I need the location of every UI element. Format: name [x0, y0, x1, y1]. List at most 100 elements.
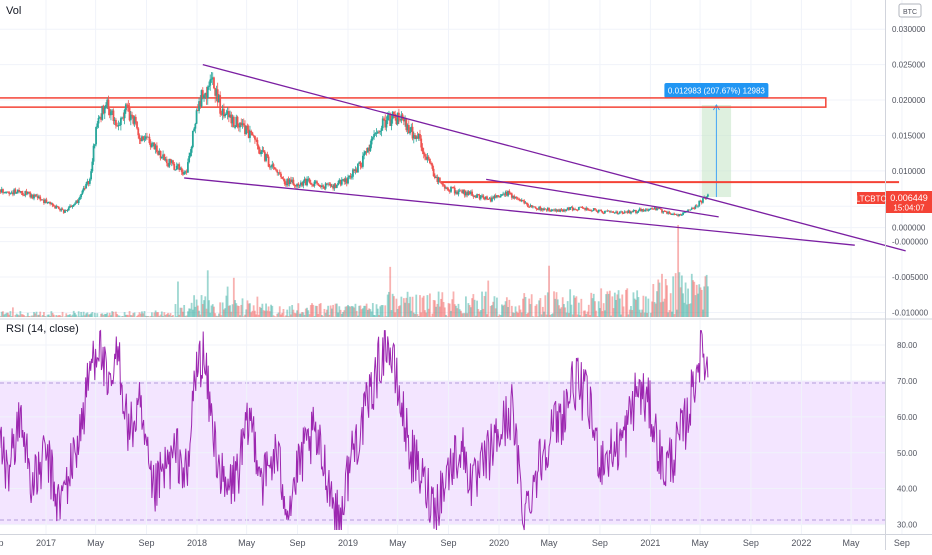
candle-body: [372, 137, 374, 139]
candle-body: [602, 211, 604, 213]
time-tick-label: May: [692, 538, 710, 548]
candle-body: [208, 86, 210, 87]
candle-body: [310, 183, 312, 185]
volume-bar: [372, 303, 374, 317]
price-tick-label: 0.030000: [892, 25, 926, 34]
candle-body: [124, 110, 126, 118]
price-tick-label: 0.015000: [892, 131, 926, 140]
currency-badge[interactable]: BTC: [899, 4, 921, 17]
candle-body: [386, 120, 388, 127]
candle-body: [243, 123, 245, 125]
candle-body: [275, 169, 277, 170]
candle-body: [458, 191, 460, 194]
candle-body: [144, 139, 146, 140]
candle-body: [362, 156, 364, 167]
candle-body: [316, 181, 318, 183]
rsi-tick-label: 80.00: [897, 341, 918, 350]
candle-body: [501, 194, 503, 195]
candle-body: [98, 118, 100, 124]
candle-body: [192, 131, 194, 147]
price-tick-label: 0.000000: [892, 224, 926, 233]
candle-body: [68, 208, 70, 211]
candle-body: [391, 119, 393, 126]
candle-body: [428, 157, 430, 159]
candle-body: [73, 205, 75, 206]
price-axis[interactable]: 0.0300000.0250000.0200000.0150000.010000…: [892, 25, 929, 317]
time-tick-label: 2020: [489, 538, 509, 548]
candle-body: [383, 118, 385, 120]
candle-body: [360, 162, 362, 166]
candle-body: [636, 212, 638, 213]
candle-body: [131, 115, 133, 116]
candle-body: [91, 162, 93, 172]
candle-body: [690, 209, 692, 210]
candle-body: [526, 203, 528, 204]
candle-body: [58, 207, 60, 209]
price-tick-label: 0.020000: [892, 96, 926, 105]
candle-body: [638, 211, 640, 212]
candle-body: [347, 177, 349, 183]
candle-body: [317, 183, 319, 184]
candle-body: [89, 179, 91, 184]
candle-body: [448, 189, 450, 191]
candle-body: [707, 195, 709, 197]
candle-body: [480, 197, 482, 199]
candle-body: [387, 115, 389, 120]
volume-bar: [474, 300, 476, 317]
time-tick-label: May: [87, 538, 105, 548]
candle-body: [528, 207, 530, 208]
candle-body: [292, 180, 294, 185]
candle-body: [203, 95, 205, 97]
volume-bar: [219, 302, 221, 317]
rsi-tick-label: 70.00: [897, 377, 918, 386]
volume-bar: [595, 311, 597, 317]
candle-body: [369, 144, 371, 150]
volume-bar: [609, 291, 611, 317]
candle-body: [175, 170, 177, 171]
candle-body: [537, 209, 539, 210]
volume-bar: [177, 282, 179, 317]
time-tick-label: Sep: [441, 538, 457, 548]
candle-body: [409, 132, 411, 134]
volume-bar: [531, 294, 533, 317]
candle-body: [191, 147, 193, 153]
candle-body: [166, 159, 168, 163]
candle-body: [500, 196, 502, 198]
candle-body: [595, 210, 597, 211]
volume-bar: [94, 313, 96, 317]
candle-body: [172, 160, 174, 164]
candle-body: [274, 167, 276, 169]
candle-body: [53, 205, 55, 206]
candle-body: [423, 152, 425, 155]
time-tick-label: 2017: [36, 538, 56, 548]
price-tick-label: 0.010000: [892, 167, 926, 176]
candle-body: [120, 118, 122, 125]
time-tick-label: Sep: [0, 538, 4, 548]
candle-body: [429, 159, 431, 163]
candle-body: [649, 209, 651, 210]
rsi-tick-label: 30.00: [897, 521, 918, 530]
candle-body: [693, 208, 695, 209]
candle-body: [430, 163, 432, 164]
candle-body: [276, 170, 278, 172]
time-tick-label: Sep: [894, 538, 910, 548]
candle-body: [486, 196, 488, 199]
time-tick-label: May: [843, 538, 861, 548]
candle-body: [482, 195, 484, 197]
candle-body: [263, 150, 265, 151]
candle-body: [440, 182, 442, 183]
candle-body: [213, 77, 215, 88]
candle-body: [497, 195, 499, 197]
candle-body: [419, 134, 421, 139]
candle-body: [647, 210, 649, 211]
candle-body: [508, 191, 510, 193]
volume-bar: [78, 311, 80, 317]
candle-body: [151, 144, 153, 147]
candle-body: [194, 124, 196, 129]
candle-body: [161, 157, 163, 159]
volume-bar: [283, 309, 285, 317]
volume-bar: [242, 298, 244, 317]
volume-bar: [666, 285, 668, 317]
candle-body: [219, 95, 221, 114]
